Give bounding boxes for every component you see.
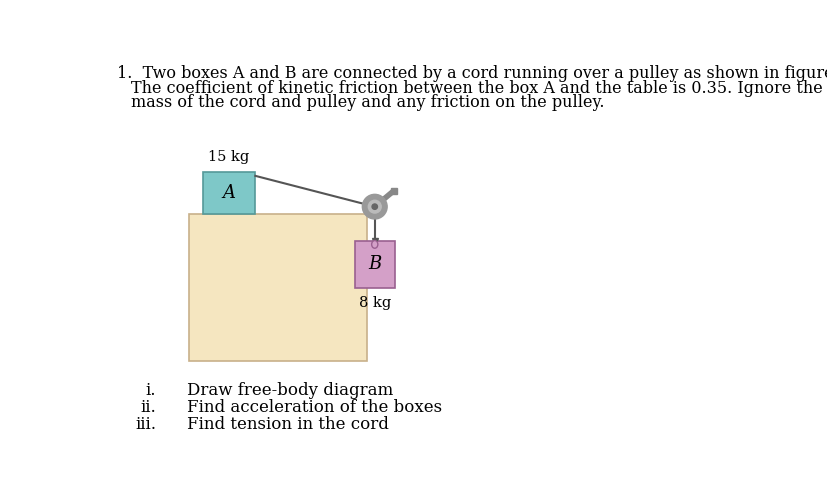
Ellipse shape bbox=[371, 240, 377, 248]
Text: 15 kg: 15 kg bbox=[208, 150, 250, 164]
Text: mass of the cord and pulley and any friction on the pulley.: mass of the cord and pulley and any fric… bbox=[131, 94, 605, 111]
Bar bbox=[189, 214, 366, 361]
Text: Find acceleration of the boxes: Find acceleration of the boxes bbox=[187, 399, 442, 416]
Text: The coefficient of kinetic friction between the box A and the table is 0.35. Ign: The coefficient of kinetic friction betw… bbox=[131, 79, 822, 97]
Text: 8 kg: 8 kg bbox=[358, 296, 390, 310]
Bar bbox=[354, 240, 394, 288]
Circle shape bbox=[362, 194, 387, 219]
Text: Draw free-body diagram: Draw free-body diagram bbox=[187, 382, 393, 399]
Bar bbox=[203, 172, 255, 214]
Text: B: B bbox=[368, 256, 381, 274]
Text: Find tension in the cord: Find tension in the cord bbox=[187, 416, 389, 433]
Text: 1.  Two boxes A and B are connected by a cord running over a pulley as shown in : 1. Two boxes A and B are connected by a … bbox=[117, 65, 827, 82]
Text: A: A bbox=[222, 184, 235, 202]
Text: iii.: iii. bbox=[135, 416, 156, 433]
Circle shape bbox=[368, 200, 380, 213]
Text: i.: i. bbox=[146, 382, 156, 399]
Circle shape bbox=[371, 204, 377, 209]
Text: ii.: ii. bbox=[141, 399, 156, 416]
